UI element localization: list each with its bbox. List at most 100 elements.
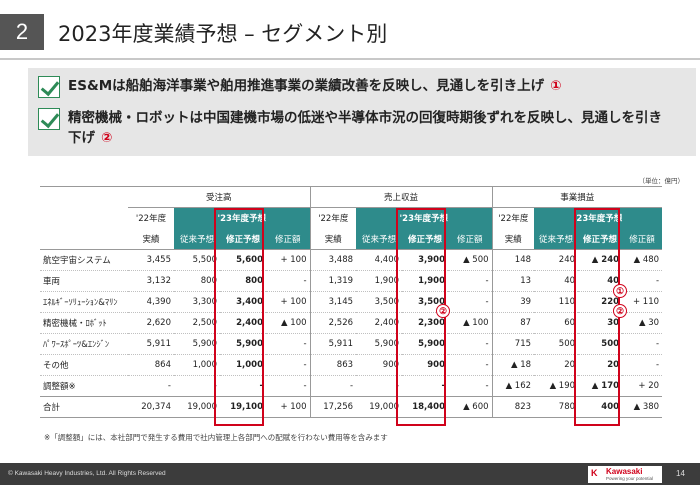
prev-year-header: '22年度 (309, 207, 357, 229)
segment-forecast-table: 受注高 売上収益 事業損益 '22年度 '23年度予想 '22年度 '23年度予… (40, 186, 663, 418)
table-cell: 5,900 (356, 333, 403, 355)
row-label: その他 (40, 354, 128, 376)
table-cell: - (448, 270, 493, 292)
table-cell: 3,145 (309, 291, 357, 313)
table-cell: - (448, 375, 493, 397)
logo-text: Kawasaki (606, 467, 643, 476)
table-cell: 800 (174, 270, 220, 292)
logo-tagline: Powering your potential (606, 476, 654, 481)
table-cell: 19,000 (174, 396, 220, 418)
table-cell: + 20 (622, 375, 663, 397)
table-cell: - (266, 375, 311, 397)
table-cell: 1,319 (309, 270, 357, 292)
table-cell: 148 (491, 249, 535, 271)
table-cell: 60 (534, 312, 579, 334)
subheader-revised-forecast: 修正予想 (402, 228, 449, 250)
row-label: ﾊﾟﾜｰｽﾎﾟｰﾂ&ｴﾝｼﾞﾝ (40, 333, 128, 355)
prev-year-header: '22年度 (491, 207, 535, 229)
table-cell: 3,132 (128, 270, 174, 292)
table-cell: 2,500 (174, 312, 220, 334)
table-cell: ▲ 100 (266, 312, 311, 334)
table-cell: 1,900 (356, 270, 403, 292)
table-row: 車両 3,132 800 800-1,319 1,900 1,900-13 40 40- (40, 270, 663, 292)
page-title: 2023年度業績予想 – セグメント別 (58, 22, 388, 46)
table-cell: 110 (534, 291, 579, 313)
table-cell: ▲ 30 (622, 312, 663, 334)
table-cell: 3,300 (174, 291, 220, 313)
table-row: 航空宇宙システム 3,455 5,500 5,600 + 100 3,488 4,400 3,… (40, 249, 663, 271)
group-header-profit: 事業損益 (491, 186, 663, 208)
marker-circle-2: ② (436, 304, 450, 318)
table-cell: 2,620 (128, 312, 174, 334)
table-cell: + 100 (266, 249, 311, 271)
table-cell: 20 (534, 354, 579, 376)
table-cell: - (174, 375, 220, 397)
forecast-year-header: '23年度予想 (534, 207, 663, 229)
table-cell: 13 (491, 270, 535, 292)
table-cell: ▲ 18 (491, 354, 535, 376)
table-cell: 780 (534, 396, 579, 418)
prev-year-header: '22年度 (135, 214, 167, 225)
table-row: 調整額※ - - - - - - - - ▲ 162 ▲ 190 ▲ 170 + 20 (40, 375, 663, 397)
table-row: 合計 20,374 19,000 19,100 + 100 17,256 19,000 18,… (40, 396, 663, 418)
table-cell: - (448, 333, 493, 355)
subheader-actual: 実績 (491, 228, 535, 250)
subheader-revised-forecast: 修正予想 (578, 228, 623, 250)
table-cell: 30 (578, 312, 623, 334)
table-cell: + 100 (266, 291, 311, 313)
copyright-text: © Kawasaki Heavy Industries, Ltd. All Ri… (8, 470, 166, 477)
logo-mark: K (591, 468, 598, 478)
row-label: 調整額※ (40, 375, 128, 397)
table-cell: 5,500 (174, 249, 220, 271)
table-cell: 5,900 (220, 333, 266, 355)
table-cell: + 110 (622, 291, 663, 313)
row-label: ｴﾈﾙｷﾞｰｿﾘｭｰｼｮﾝ&ﾏﾘﾝ (40, 291, 128, 313)
table-cell: - (356, 375, 403, 397)
footnote: ※「調整額」には、本社部門で発生する費用で社内管理上各部門への配賦を行わない費用… (44, 433, 388, 442)
table-cell: ▲ 240 (578, 249, 623, 271)
table-cell: 1,000 (220, 354, 266, 376)
table-cell: 240 (534, 249, 579, 271)
table-cell: ▲ 100 (448, 312, 493, 334)
table-cell: ▲ 480 (622, 249, 663, 271)
table-cell: 900 (356, 354, 403, 376)
kawasaki-logo: K Kawasaki Powering your potential (588, 466, 662, 483)
table-cell: - (622, 354, 663, 376)
group-header-revenue: 売上収益 (309, 186, 493, 208)
subheader-actual: 実績 (309, 228, 357, 250)
marker-circle-2: ② (613, 304, 627, 318)
table-cell: 220 (578, 291, 623, 313)
unit-label: （単位：億円） (638, 177, 685, 185)
table-row: 精密機械・ﾛﾎﾞｯﾄ 2,620 2,500 2,400 ▲ 100 2,526 2,400… (40, 312, 663, 334)
table-cell: 900 (402, 354, 449, 376)
table-body: 航空宇宙システム 3,455 5,500 5,600 + 100 3,488 4,400 3,… (40, 249, 663, 418)
section-number: 2 (0, 14, 44, 50)
table-cell: 4,390 (128, 291, 174, 313)
table-cell: 2,400 (356, 312, 403, 334)
subheader-revision: 修正額 (448, 228, 493, 250)
table-row: ｴﾈﾙｷﾞｰｿﾘｭｰｼｮﾝ&ﾏﾘﾝ 4,390 3,300 3,400 + 100 3,1… (40, 291, 663, 313)
table-cell: 800 (220, 270, 266, 292)
table-cell: 39 (491, 291, 535, 313)
table-cell: 3,400 (220, 291, 266, 313)
table-cell: ▲ 500 (448, 249, 493, 271)
table-cell: 5,600 (220, 249, 266, 271)
table-cell: 864 (128, 354, 174, 376)
table-cell: + 100 (266, 396, 311, 418)
table-cell: 500 (534, 333, 579, 355)
table-cell: ▲ 170 (578, 375, 623, 397)
table-cell: ▲ 380 (622, 396, 663, 418)
table-cell: 40 (578, 270, 623, 292)
table-cell: - (622, 333, 663, 355)
table-cell: 17,256 (309, 396, 357, 418)
table-row: その他 864 1,000 1,000-863 900 900- ▲ 18 20 20- (40, 354, 663, 376)
checkmark-icon (38, 76, 60, 98)
group-header-orders: 受注高 (128, 186, 311, 208)
table-cell: - (266, 333, 311, 355)
subheader-revision: 修正額 (266, 228, 311, 250)
table-cell: 87 (491, 312, 535, 334)
table-cell: 3,455 (128, 249, 174, 271)
table-cell: 2,526 (309, 312, 357, 334)
table-cell: 1,900 (402, 270, 449, 292)
table-cell: 2,400 (220, 312, 266, 334)
